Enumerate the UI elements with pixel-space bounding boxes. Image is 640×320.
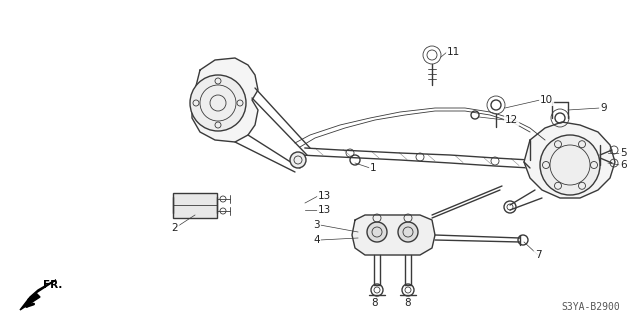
Text: 8: 8 — [372, 298, 378, 308]
Circle shape — [190, 75, 246, 131]
Text: S3YA-B2900: S3YA-B2900 — [561, 302, 620, 312]
Text: 10: 10 — [540, 95, 553, 105]
Bar — [173, 193, 217, 218]
Text: 4: 4 — [314, 235, 320, 245]
Polygon shape — [524, 122, 615, 198]
Polygon shape — [352, 215, 435, 255]
Text: 8: 8 — [404, 298, 412, 308]
Polygon shape — [20, 280, 56, 310]
Polygon shape — [192, 58, 258, 142]
Circle shape — [367, 222, 387, 242]
Text: FR.: FR. — [43, 280, 62, 290]
Text: 5: 5 — [620, 148, 627, 158]
Text: 1: 1 — [370, 163, 376, 173]
Text: 6: 6 — [620, 160, 627, 170]
Circle shape — [540, 135, 600, 195]
Circle shape — [290, 152, 306, 168]
Circle shape — [398, 222, 418, 242]
Text: 13: 13 — [318, 191, 332, 201]
Text: 9: 9 — [600, 103, 607, 113]
Text: 3: 3 — [314, 220, 320, 230]
Text: 2: 2 — [172, 223, 179, 233]
Text: 7: 7 — [534, 250, 541, 260]
Text: 13: 13 — [318, 205, 332, 215]
Text: 11: 11 — [447, 47, 460, 57]
Text: 12: 12 — [505, 115, 518, 125]
